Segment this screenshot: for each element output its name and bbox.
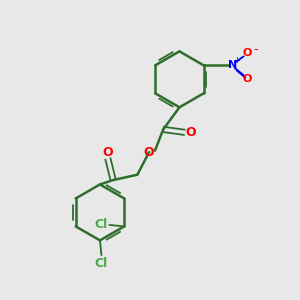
Text: +: + bbox=[233, 56, 240, 64]
Text: O: O bbox=[242, 74, 252, 84]
Text: O: O bbox=[242, 48, 252, 58]
Text: Cl: Cl bbox=[95, 257, 108, 270]
Text: O: O bbox=[103, 146, 113, 159]
Text: N: N bbox=[228, 60, 237, 70]
Text: Cl: Cl bbox=[94, 218, 108, 231]
Text: -: - bbox=[253, 43, 257, 56]
Text: O: O bbox=[144, 146, 154, 159]
Text: O: O bbox=[186, 126, 196, 139]
